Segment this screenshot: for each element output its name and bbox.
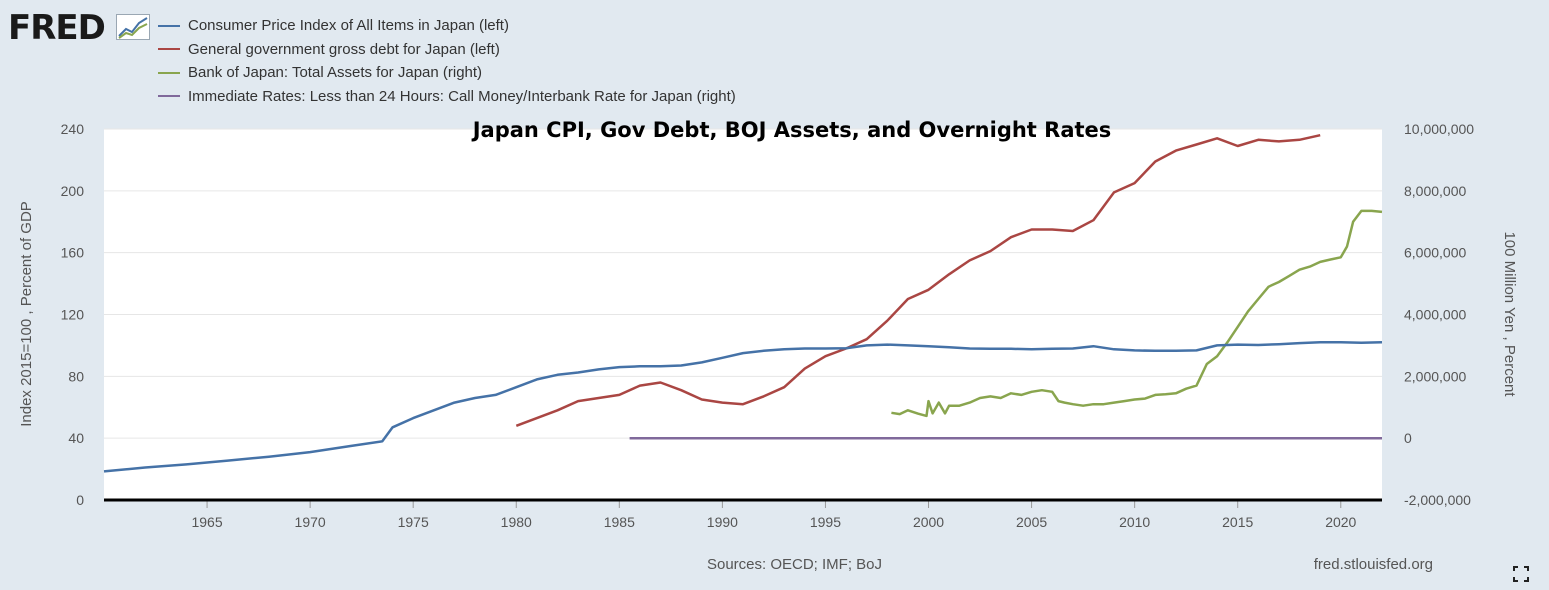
x-tick-label: 2005 [1016,514,1047,530]
legend-item[interactable]: Consumer Price Index of All Items in Jap… [158,14,736,38]
legend-swatch [158,95,180,98]
y-tick-label-left: 200 [61,183,85,199]
legend-item[interactable]: Immediate Rates: Less than 24 Hours: Cal… [158,85,736,109]
y-tick-label-left: 80 [68,368,84,384]
legend-swatch [158,48,180,51]
x-tick-label: 1970 [295,514,326,530]
y-tick-label-left: 120 [61,307,85,323]
legend-label: General government gross debt for Japan … [188,40,500,58]
y-tick-label-right: 4,000,000 [1404,307,1466,323]
series-line-1[interactable] [515,133,1321,427]
y-axis-label-left: Index 2015=100 , Percent of GDP [18,201,35,427]
fred-logo[interactable]: FRED [8,8,158,48]
legend-label: Bank of Japan: Total Assets for Japan (r… [188,64,483,82]
legend-label: Immediate Rates: Less than 24 Hours: Cal… [188,87,736,105]
legend-label: Consumer Price Index of All Items in Jap… [188,17,509,35]
y-axis-label-right: 100 Million Yen , Percent [1501,231,1518,397]
x-tick-label: 1985 [604,514,635,530]
legend-swatch [158,24,180,27]
fred-graph-icon [116,14,150,40]
fullscreen-icon[interactable] [1513,566,1529,582]
legend: Consumer Price Index of All Items in Jap… [158,14,736,108]
y-tick-label-right: 0 [1404,430,1412,446]
legend-item[interactable]: General government gross debt for Japan … [158,38,736,62]
legend-item[interactable]: Bank of Japan: Total Assets for Japan (r… [158,61,736,85]
y-tick-label-right: 10,000,000 [1404,121,1474,137]
y-tick-label-right: -2,000,000 [1404,492,1471,508]
x-tick-label: 1990 [707,514,738,530]
axes: 240 200 160 120 80 40 0 10,000,000 8,000,000 6,00… [61,121,1475,530]
series-line-2[interactable] [891,209,1383,418]
site-link[interactable]: fred.stlouisfed.org [1313,556,1433,573]
x-tick-label: 2020 [1325,514,1356,530]
y-tick-label-left: 160 [61,245,85,261]
x-tick-label: 1965 [191,514,222,530]
y-tick-label-right: 6,000,000 [1404,245,1466,261]
y-tick-label-left: 0 [76,492,84,508]
y-tick-label-right: 2,000,000 [1404,368,1466,384]
x-tick-label: 2010 [1119,514,1150,530]
y-tick-label-left: 40 [68,430,84,446]
y-tick-label-right: 8,000,000 [1404,183,1466,199]
legend-swatch [158,71,180,74]
chart-title: Japan CPI, Gov Debt, BOJ Assets, and Ove… [471,118,1112,142]
x-tick-label: 1980 [501,514,532,530]
series-line-0[interactable] [103,341,1383,473]
x-tick-label: 2000 [913,514,944,530]
fred-logo-text: FRED [8,8,106,48]
x-tick-label: 2015 [1222,514,1253,530]
x-tick-label: 1975 [398,514,429,530]
x-tick-label: 1995 [810,514,841,530]
sources-note: Sources: OECD; IMF; BoJ [706,556,883,573]
series-layer [103,133,1383,473]
y-tick-label-left: 240 [61,121,85,137]
